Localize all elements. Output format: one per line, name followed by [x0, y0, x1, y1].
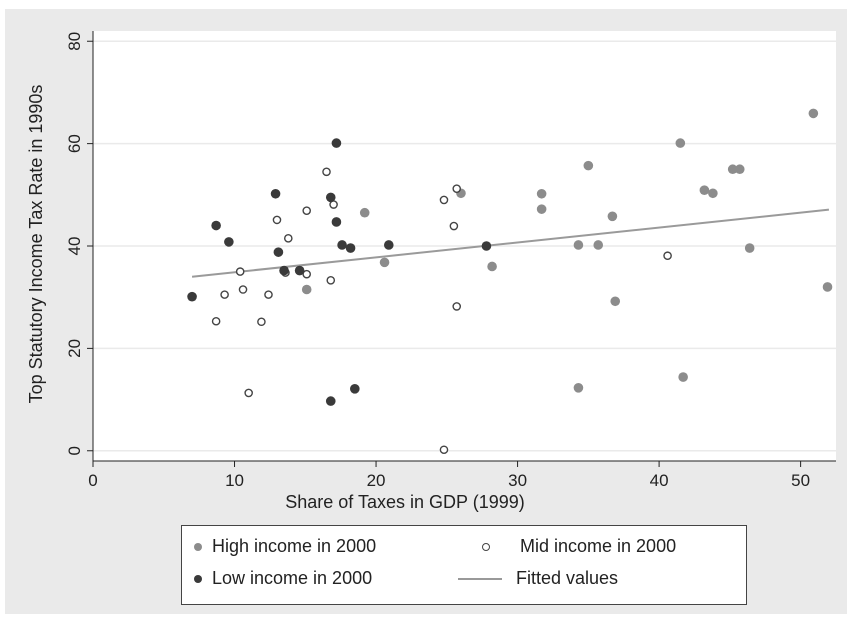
data-point: [284, 234, 293, 243]
data-point: [301, 284, 312, 295]
data-point: [439, 195, 449, 205]
legend-item-low-income: Low income in 2000: [194, 568, 372, 589]
data-point: [675, 138, 686, 148]
data-point: [536, 204, 547, 214]
x-tick-label: 30: [508, 471, 527, 490]
data-point: [325, 396, 336, 406]
data-point: [264, 290, 273, 299]
data-point: [322, 167, 331, 177]
data-point: [326, 275, 336, 285]
data-point: [211, 220, 221, 231]
x-tick-label: 10: [225, 471, 244, 490]
legend-label-low-income: Low income in 2000: [212, 568, 373, 588]
chart-figure: 0 20 40 60 80 0 10 20 30 40 50 Share of Taxes in G…: [5, 9, 847, 614]
data-point: [593, 240, 604, 250]
data-point: [734, 164, 745, 175]
y-tick-label: 40: [65, 237, 84, 256]
low-income-marker-icon: [194, 574, 202, 583]
data-point: [727, 164, 738, 175]
legend: High income in 2000 Mid income in 2000 L…: [181, 525, 747, 605]
data-point: [187, 291, 197, 302]
data-point: [337, 240, 347, 250]
data-point: [610, 296, 621, 307]
data-point: [294, 265, 305, 276]
data-point: [345, 243, 356, 253]
data-point: [379, 257, 390, 268]
data-point: [487, 261, 497, 272]
data-point: [481, 241, 492, 251]
data-point: [272, 215, 282, 225]
data-point: [211, 316, 221, 326]
data-point: [573, 240, 584, 250]
x-tick-label: 40: [650, 471, 669, 490]
mid-income-marker-icon: [482, 542, 490, 551]
data-point: [699, 185, 710, 196]
data-point: [359, 207, 370, 218]
y-tick-label: 0: [65, 446, 84, 455]
axes: 0 20 40 60 80 0 10 20 30 40 50: [65, 31, 836, 490]
data-point: [573, 382, 584, 393]
data-point: [302, 206, 312, 215]
legend-item-fitted: Fitted values: [458, 568, 618, 589]
data-point: [331, 217, 342, 227]
data-point: [678, 372, 688, 382]
y-tick-label: 20: [65, 339, 84, 358]
points-layer: [187, 108, 833, 455]
data-point: [279, 265, 289, 276]
data-point: [235, 267, 245, 276]
legend-label-mid-income: Mid income in 2000: [520, 536, 677, 556]
fitted-line: [191, 208, 830, 278]
data-point: [452, 184, 462, 193]
data-point: [439, 445, 449, 455]
data-point: [822, 282, 833, 292]
data-point: [220, 290, 229, 299]
fitted-line-icon: [458, 577, 502, 580]
y-tick-label: 60: [65, 134, 84, 153]
data-point: [244, 388, 253, 398]
y-tick-label: 80: [65, 32, 84, 51]
legend-label-fitted: Fitted values: [516, 568, 619, 588]
data-point: [663, 251, 672, 261]
data-point: [350, 384, 360, 394]
x-axis-title: Share of Taxes in GDP (1999): [285, 492, 524, 512]
data-point: [238, 285, 248, 294]
data-point: [449, 221, 459, 231]
data-point: [536, 188, 547, 199]
data-point: [331, 138, 342, 148]
data-point: [452, 302, 462, 311]
data-point: [808, 108, 819, 119]
x-tick-label: 50: [791, 471, 810, 490]
fitted-line-layer: [191, 208, 830, 278]
legend-item-high-income: High income in 2000: [194, 536, 376, 557]
data-point: [325, 192, 336, 203]
legend-item-mid-income: Mid income in 2000: [482, 536, 676, 557]
x-tick-label: 20: [367, 471, 386, 490]
data-point: [224, 237, 234, 247]
legend-label-high-income: High income in 2000: [212, 536, 377, 556]
data-point: [708, 188, 718, 199]
y-axis-title: Top Statutory Income Tax Rate in 1990s: [26, 85, 46, 404]
data-point: [273, 247, 284, 257]
data-point: [744, 243, 755, 253]
scatter-chart: 0 20 40 60 80 0 10 20 30 40 50 Share of Taxes in G…: [26, 31, 836, 512]
gridlines: [93, 40, 836, 452]
data-point: [270, 188, 281, 199]
data-point: [583, 160, 594, 171]
high-income-marker-icon: [194, 542, 202, 551]
data-point: [607, 211, 618, 222]
data-point: [257, 317, 266, 327]
x-tick-label: 0: [88, 471, 97, 490]
data-point: [302, 269, 312, 279]
data-point: [383, 240, 394, 250]
